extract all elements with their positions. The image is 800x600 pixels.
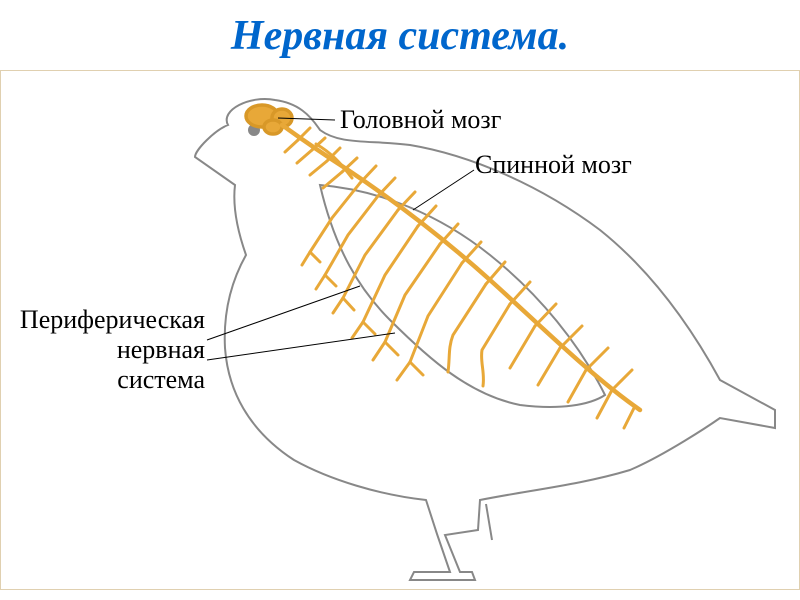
label-peripheral-line1: Периферическая	[20, 305, 205, 334]
label-peripheral-line3: система	[117, 365, 205, 394]
label-peripheral-line2: нервная	[117, 335, 205, 364]
label-peripheral: Периферическая нервная система	[5, 305, 205, 395]
page-title: Нервная система.	[0, 12, 800, 60]
label-brain: Головной мозг	[340, 105, 501, 135]
label-spinal-cord: Спинной мозг	[475, 150, 632, 180]
